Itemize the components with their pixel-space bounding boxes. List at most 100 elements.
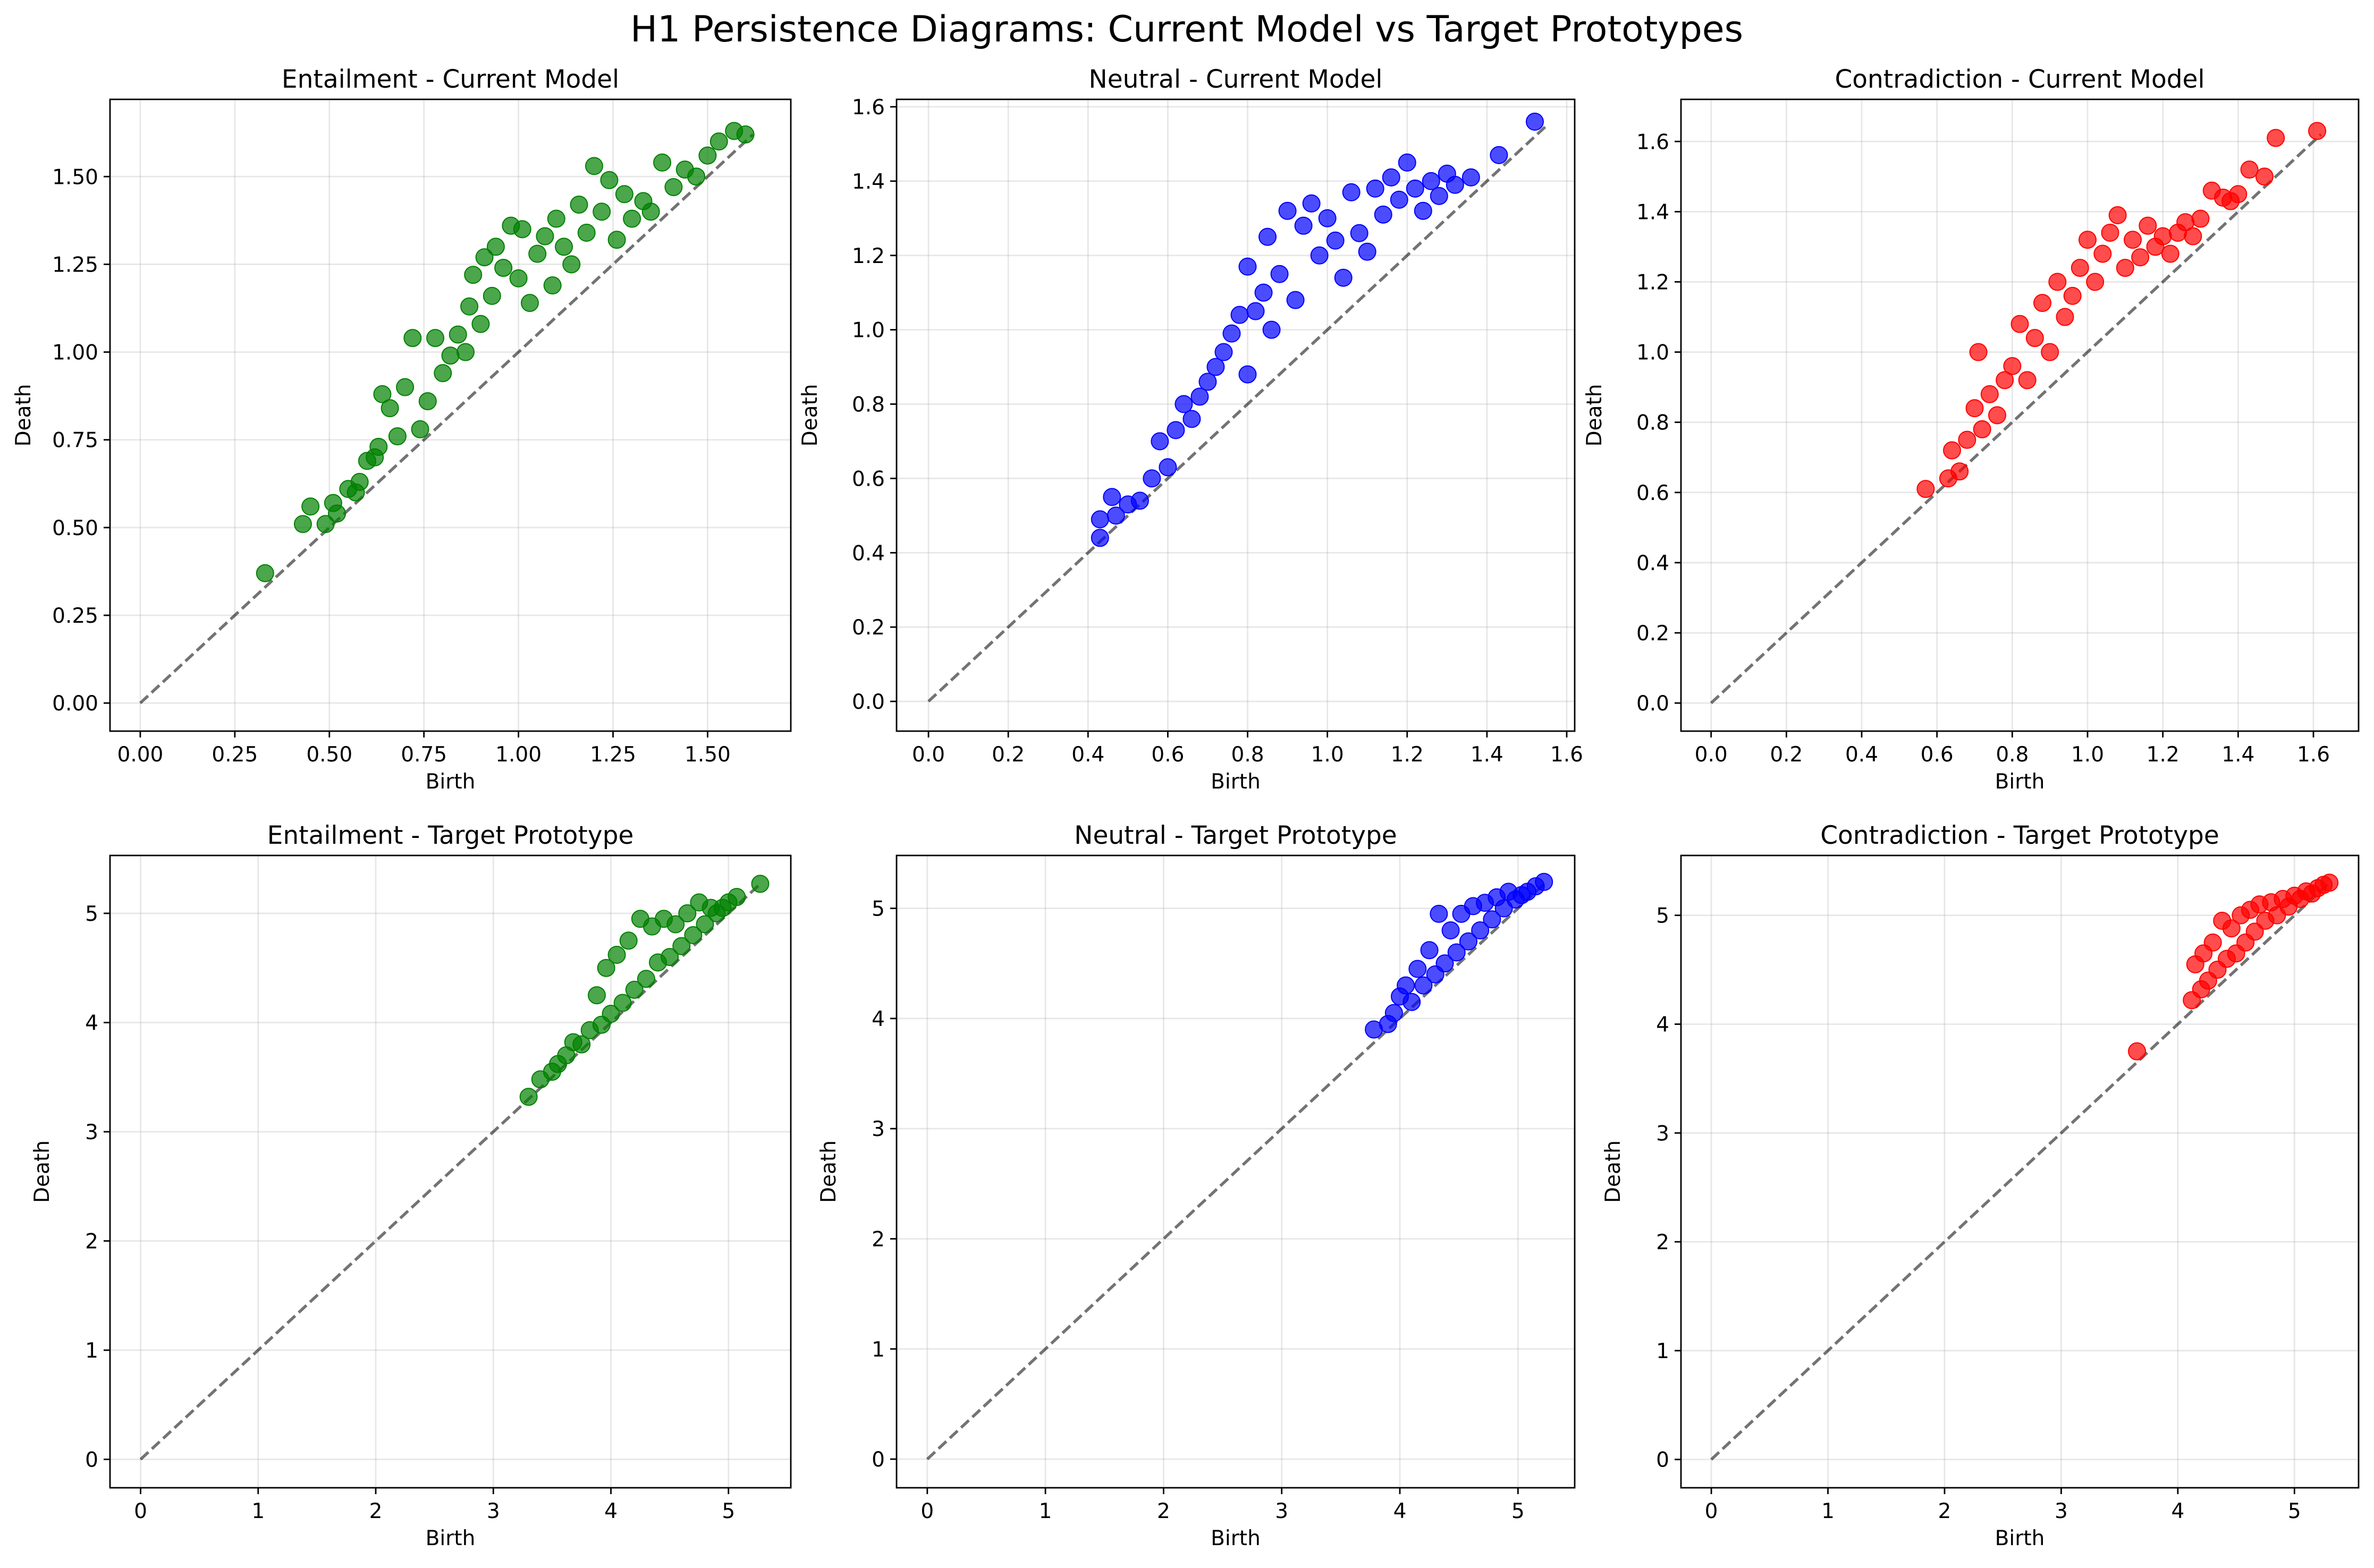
data-point: [613, 994, 632, 1012]
y-tick-label: 2: [872, 1227, 885, 1251]
y-tick-label: 0: [1656, 1448, 1669, 1472]
data-point: [418, 392, 437, 411]
data-point: [411, 420, 429, 438]
data-point: [1258, 227, 1277, 246]
axes-frame: [1680, 98, 2360, 732]
scatter-panel: 0 0 1 1 2 2 3 3 4 4 5 5 Neutral - Target Prototype Bi…: [817, 821, 1576, 1550]
data-point: [293, 515, 312, 533]
data-point: [2018, 371, 2037, 389]
data-point: [1278, 201, 1297, 220]
data-point: [471, 315, 490, 333]
data-point: [1406, 179, 1424, 198]
data-point: [619, 931, 638, 950]
y-axis-label: Death: [12, 384, 36, 447]
data-point: [1198, 372, 1217, 391]
data-point: [709, 132, 728, 151]
data-point: [328, 504, 346, 523]
x-tick-label: 0.4: [1071, 743, 1104, 767]
data-point: [2203, 933, 2222, 952]
y-tick-label: 0.2: [1636, 622, 1669, 646]
data-point: [1159, 458, 1177, 477]
data-point: [1390, 190, 1408, 209]
x-tick-label: 0.8: [1231, 743, 1264, 767]
data-point: [2041, 343, 2059, 361]
data-point: [1222, 324, 1241, 343]
data-point: [1459, 932, 1477, 951]
data-point: [2320, 874, 2339, 892]
data-point: [396, 378, 415, 396]
y-tick-label: 1.4: [1636, 200, 1669, 224]
x-axis-label: Birth: [1211, 770, 1261, 794]
y-tick-label: 5: [1656, 904, 1669, 928]
data-point: [1091, 529, 1109, 547]
data-point: [684, 926, 703, 945]
x-tick-label: 0.0: [912, 743, 945, 767]
x-tick-label: 1: [251, 1499, 265, 1523]
data-point: [486, 238, 505, 256]
x-tick-label: 1.2: [1391, 743, 1424, 767]
data-point: [593, 202, 611, 221]
x-axis-label: Birth: [1211, 1527, 1261, 1550]
x-tick-label: 1.0: [1311, 743, 1344, 767]
scatter-panel: 0 0 1 1 2 2 3 3 4 4 5 5 Contradiction - Target Proto…: [1601, 821, 2360, 1550]
scatter-panel: 0 0 1 1 2 2 3 3 4 4 5 5 Entailment - Target Prototyp…: [30, 821, 792, 1550]
y-tick-label: 3: [872, 1117, 885, 1141]
x-tick-label: 3: [487, 1499, 500, 1523]
data-point: [2255, 167, 2274, 186]
x-tick-label: 0: [1705, 1499, 1718, 1523]
diagonal-line: [139, 133, 754, 705]
data-point: [1294, 216, 1313, 235]
data-point: [577, 224, 596, 242]
data-point: [570, 196, 588, 214]
data-point: [456, 343, 475, 361]
data-point: [350, 473, 369, 491]
data-point: [464, 266, 483, 284]
data-point: [1958, 430, 1976, 449]
diagonal-line: [1710, 133, 2322, 705]
data-point: [1334, 268, 1353, 287]
y-tick-label: 1.25: [52, 253, 98, 277]
data-point: [2240, 160, 2259, 179]
data-point: [1238, 257, 1257, 276]
y-tick-label: 0: [872, 1448, 885, 1472]
data-point: [1302, 194, 1321, 213]
data-point: [2139, 216, 2157, 235]
y-tick-label: 0.6: [852, 467, 885, 491]
data-point: [687, 167, 706, 186]
data-point: [1254, 283, 1273, 302]
data-point: [1943, 441, 1961, 460]
scatter-panel: 0.0 0.0 0.2 0.2 0.4 0.4 0.6 0.6 0.8 0.8 1.0 1.0 1.2 1…: [1583, 65, 2360, 794]
data-point: [1238, 365, 1257, 384]
data-point: [1441, 921, 1460, 939]
y-tick-label: 4: [1656, 1013, 1669, 1037]
data-point: [572, 1035, 591, 1054]
y-axis-label: Death: [817, 1140, 841, 1203]
y-tick-label: 5: [872, 897, 885, 921]
diagonal-line: [927, 124, 1548, 703]
data-point: [1366, 179, 1384, 198]
data-point: [2101, 224, 2119, 242]
data-point: [547, 209, 565, 228]
data-point: [1525, 112, 1544, 131]
data-point: [519, 1088, 538, 1106]
x-tick-label: 0.0: [1695, 743, 1728, 767]
data-point: [2308, 122, 2327, 140]
data-point: [1182, 410, 1201, 428]
data-point: [1980, 385, 1999, 403]
data-point: [637, 970, 655, 988]
data-point: [1490, 146, 1508, 164]
data-point: [1430, 904, 1448, 923]
y-tick-label: 0.0: [1636, 692, 1669, 716]
data-point: [602, 1005, 620, 1023]
data-point: [661, 948, 679, 967]
y-tick-label: 0.8: [852, 393, 885, 417]
data-point: [1106, 506, 1125, 525]
x-tick-label: 3: [2055, 1499, 2068, 1523]
data-point: [434, 364, 452, 383]
axes-frame: [109, 854, 792, 1489]
data-point: [1535, 872, 1553, 891]
x-tick-label: 0.2: [992, 743, 1025, 767]
y-tick-label: 0.8: [1636, 411, 1669, 435]
x-tick-label: 0.4: [1845, 743, 1878, 767]
y-tick-label: 4: [872, 1007, 885, 1031]
